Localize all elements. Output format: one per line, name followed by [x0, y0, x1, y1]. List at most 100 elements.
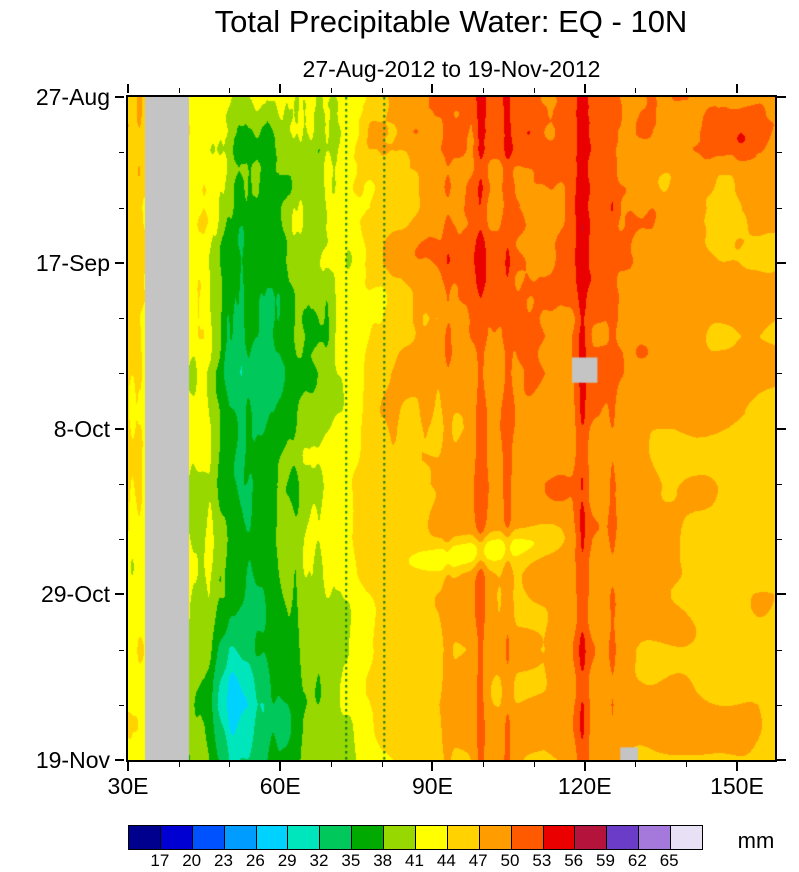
- colorbar-tick-label: 20: [182, 851, 202, 870]
- x-major-tick: [431, 84, 434, 93]
- colorbar-box: [192, 826, 225, 849]
- colorbar-tick-label: 26: [245, 851, 265, 870]
- x-minor-tick: [178, 762, 180, 767]
- x-major-tick: [583, 762, 586, 771]
- x-minor-tick: [533, 88, 535, 93]
- colorbar-tick-label: 59: [596, 851, 615, 870]
- x-minor-tick: [686, 88, 688, 93]
- colorbar-tick-label: 29: [277, 851, 297, 870]
- colorbar-tick-label: 53: [532, 851, 552, 870]
- colorbar-box: [224, 826, 257, 849]
- y-minor-tick: [119, 152, 124, 154]
- colorbar-box: [639, 826, 672, 849]
- x-minor-tick: [330, 762, 332, 767]
- y-minor-tick: [777, 704, 782, 706]
- x-major-tick: [735, 84, 738, 93]
- colorbar-tick-label: 17: [150, 851, 170, 870]
- colorbar-box: [543, 826, 576, 849]
- x-tick-label: 60E: [259, 773, 301, 799]
- x-minor-tick: [483, 762, 485, 767]
- y-minor-tick: [777, 373, 782, 375]
- x-minor-tick: [686, 762, 688, 767]
- y-minor-tick: [119, 704, 124, 706]
- y-minor-tick: [119, 649, 124, 651]
- colorbar-box: [352, 826, 385, 849]
- hovmoller-plot: [126, 95, 777, 762]
- y-major-tick: [115, 96, 124, 98]
- colorbar-box: [320, 826, 353, 849]
- colorbar-box: [384, 826, 417, 849]
- colorbar-box: [671, 826, 703, 849]
- chart-title: Total Precipitable Water: EQ - 10N: [214, 4, 688, 39]
- y-minor-tick: [777, 649, 782, 651]
- colorbar-box: [447, 826, 480, 849]
- colorbar-box: [288, 826, 321, 849]
- y-tick-label: 17-Sep: [35, 249, 110, 276]
- y-minor-tick: [119, 539, 124, 540]
- y-minor-tick: [119, 483, 124, 485]
- heatmap-canvas: [128, 97, 775, 760]
- x-minor-tick: [533, 762, 535, 767]
- colorbar: [128, 825, 703, 850]
- y-minor-tick: [777, 539, 782, 540]
- y-tick-label: 29-Oct: [40, 581, 110, 608]
- colorbar-box: [575, 826, 608, 849]
- y-minor-tick: [119, 373, 124, 375]
- x-tick-label: 30E: [107, 773, 149, 799]
- y-tick-label: 8-Oct: [53, 415, 110, 442]
- x-major-tick: [279, 84, 282, 93]
- y-major-tick: [115, 759, 124, 761]
- colorbar-box: [129, 826, 161, 849]
- x-tick-label: 120E: [557, 773, 612, 799]
- colorbar-box: [160, 826, 193, 849]
- x-minor-tick: [330, 88, 332, 93]
- y-major-tick: [777, 427, 786, 430]
- y-minor-tick: [119, 207, 124, 209]
- colorbar-box: [511, 826, 544, 849]
- y-minor-tick: [119, 318, 124, 319]
- colorbar-tick-label: 32: [309, 851, 329, 870]
- colorbar-box: [479, 826, 512, 849]
- y-major-tick: [777, 593, 786, 596]
- x-minor-tick: [381, 762, 383, 767]
- colorbar-tick-label: 23: [214, 851, 233, 870]
- y-major-tick: [115, 261, 124, 264]
- x-major-tick: [735, 762, 738, 771]
- x-minor-tick: [229, 88, 231, 93]
- x-major-tick: [431, 762, 434, 771]
- y-major-tick: [777, 96, 786, 98]
- y-tick-label: 27-Aug: [35, 84, 110, 110]
- y-tick-label: 19-Nov: [35, 747, 110, 773]
- x-tick-label: 90E: [412, 773, 453, 799]
- colorbar-tick-label: 44: [436, 851, 456, 870]
- colorbar-box: [607, 826, 640, 849]
- colorbar-tick-label: 65: [659, 851, 679, 870]
- y-minor-tick: [777, 483, 782, 485]
- colorbar-tick-label: 38: [373, 851, 393, 870]
- x-major-tick: [127, 84, 129, 93]
- x-minor-tick: [229, 762, 231, 767]
- colorbar-tick-label: 35: [341, 851, 361, 870]
- x-minor-tick: [483, 88, 485, 93]
- y-minor-tick: [777, 152, 782, 154]
- colorbar-tick-label: 50: [500, 851, 520, 870]
- colorbar-box: [416, 826, 448, 849]
- y-major-tick: [777, 759, 786, 761]
- colorbar-tick-label: 62: [627, 851, 647, 870]
- y-minor-tick: [777, 318, 782, 319]
- chart-subtitle: 27-Aug-2012 to 19-Nov-2012: [302, 56, 601, 82]
- x-minor-tick: [178, 88, 180, 93]
- x-minor-tick: [381, 88, 383, 93]
- x-minor-tick: [635, 762, 637, 767]
- x-major-tick: [279, 762, 282, 771]
- colorbar-box: [256, 826, 289, 849]
- y-major-tick: [115, 427, 124, 430]
- colorbar-tick-label: 41: [405, 851, 424, 870]
- colorbar-tick-label: 56: [564, 851, 584, 870]
- x-minor-tick: [635, 88, 637, 93]
- y-major-tick: [777, 261, 786, 264]
- y-major-tick: [115, 593, 124, 596]
- y-minor-tick: [777, 207, 782, 209]
- x-tick-label: 150E: [710, 773, 764, 799]
